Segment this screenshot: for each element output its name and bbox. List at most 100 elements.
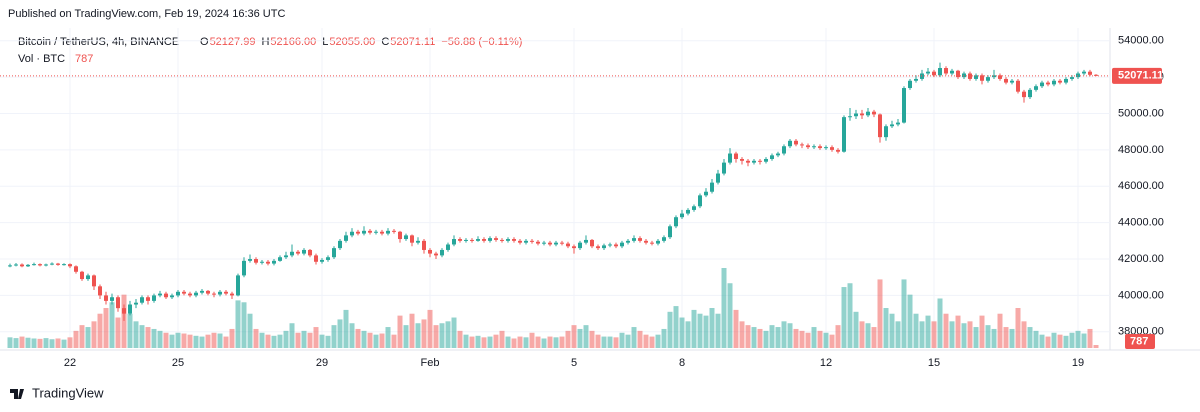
volume-bar xyxy=(475,335,481,348)
volume-bar xyxy=(583,325,589,348)
x-tick-label: 29 xyxy=(316,357,328,369)
candle-body xyxy=(644,240,648,243)
volume-tag-label: 787 xyxy=(1130,335,1148,347)
volume-bar xyxy=(733,309,739,348)
ohlc-letter: C xyxy=(381,36,389,48)
volume-bar xyxy=(1093,345,1099,348)
volume-bar xyxy=(697,313,703,348)
volume-bar xyxy=(493,334,499,348)
candle-body xyxy=(452,239,456,245)
candle-body xyxy=(914,78,918,81)
volume-bar xyxy=(541,338,547,348)
candle-body xyxy=(734,153,738,159)
volume-bar xyxy=(139,325,145,348)
volume-bar xyxy=(175,332,181,348)
change: −56.88 (−0.11%) xyxy=(441,36,522,48)
volume-bar xyxy=(433,325,439,348)
x-tick-label: 15 xyxy=(928,357,940,369)
volume-bar xyxy=(25,337,31,348)
volume-bar xyxy=(169,334,175,348)
logo xyxy=(10,389,24,399)
candle-body xyxy=(770,155,774,159)
candle-body xyxy=(98,286,102,296)
volume-bar xyxy=(937,298,943,348)
y-tick-label: 48000.00 xyxy=(1118,144,1164,156)
x-tick-label: Feb xyxy=(421,357,440,369)
volume-bar xyxy=(859,321,865,348)
candle-body xyxy=(572,246,576,249)
volume-bar xyxy=(589,330,595,348)
volume-bar xyxy=(307,332,313,348)
volume-bar xyxy=(313,327,319,348)
candle-body xyxy=(260,261,264,263)
volume-bar xyxy=(253,328,259,348)
volume-bar xyxy=(661,328,667,348)
candle-body xyxy=(92,275,96,287)
y-tick-label: 46000.00 xyxy=(1118,180,1164,192)
candle-body xyxy=(68,264,72,267)
volume-bar xyxy=(745,325,751,348)
candle-body xyxy=(152,295,156,301)
published-note: Published on TradingView.com, Feb 19, 20… xyxy=(8,8,285,20)
volume-bar xyxy=(829,334,835,348)
volume-bar xyxy=(337,319,343,348)
candle-body xyxy=(608,244,612,246)
candle-body xyxy=(1046,82,1050,85)
candle-body xyxy=(158,293,162,296)
volume-bar xyxy=(793,328,799,348)
volume-bar xyxy=(1081,333,1087,348)
volume-bar xyxy=(13,338,19,348)
candle-body xyxy=(620,242,624,247)
candle-body xyxy=(458,239,462,241)
volume-bar xyxy=(235,300,241,348)
footer-brand: TradingView xyxy=(32,385,104,400)
candle-body xyxy=(182,291,186,294)
x-tick-label: 5 xyxy=(571,357,577,369)
candle-body xyxy=(350,231,354,236)
volume-bar xyxy=(343,309,349,348)
candle-body xyxy=(470,239,474,241)
volume-bar xyxy=(271,335,277,348)
volume-bar xyxy=(901,279,907,348)
volume-bar xyxy=(655,334,661,348)
volume-bar xyxy=(259,332,265,348)
volume-bar xyxy=(715,313,721,348)
candle-body xyxy=(1004,78,1008,83)
volume-bar xyxy=(625,334,631,348)
candle-body xyxy=(80,271,84,280)
candle-body xyxy=(530,240,534,242)
volume-bar xyxy=(895,321,901,348)
candle-body xyxy=(650,242,654,244)
volume-bar xyxy=(481,337,487,348)
volume-bar xyxy=(1045,336,1051,348)
volume-bar xyxy=(685,321,691,348)
candle-body xyxy=(974,75,978,79)
candle-body xyxy=(536,241,540,244)
volume-bar xyxy=(1063,335,1069,348)
volume-bar xyxy=(1057,334,1063,348)
candle-body xyxy=(638,238,642,241)
candle-body xyxy=(686,209,690,214)
volume-bar xyxy=(115,317,121,348)
x-tick-label: 8 xyxy=(679,357,685,369)
candle-body xyxy=(44,264,48,266)
candle-body xyxy=(800,144,804,146)
volume-bar xyxy=(463,334,469,348)
candle-body xyxy=(116,297,120,309)
volume-bar xyxy=(379,333,385,348)
candle-body xyxy=(902,88,906,123)
x-tick-label: 12 xyxy=(820,357,832,369)
volume-bar xyxy=(1033,330,1039,348)
candle-body xyxy=(662,237,666,241)
volume-bar xyxy=(571,325,577,348)
candle-body xyxy=(1076,73,1080,78)
volume-bar xyxy=(991,328,997,348)
candle-body xyxy=(386,230,390,234)
volume-bar xyxy=(757,328,763,348)
candle-body xyxy=(140,297,144,303)
candle-body xyxy=(1034,86,1038,90)
candle-body xyxy=(866,111,870,116)
volume-bar xyxy=(679,317,685,348)
legend: Bitcoin / TetherUS, 4h, BINANCE Vol · BT… xyxy=(18,36,522,65)
candle-body xyxy=(464,239,468,241)
